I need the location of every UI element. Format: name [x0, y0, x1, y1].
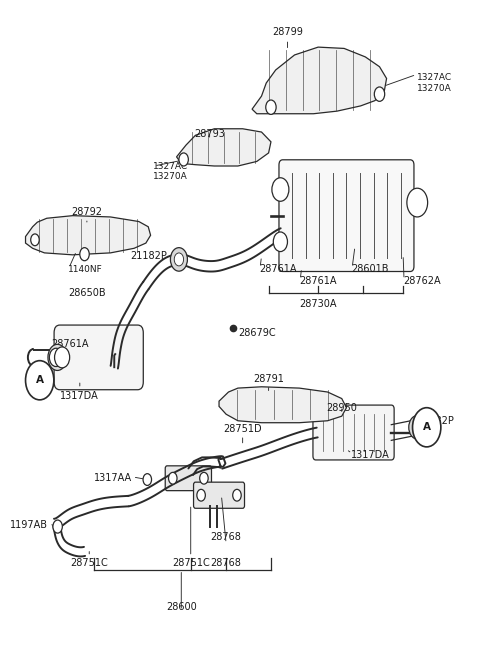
Polygon shape [252, 47, 386, 113]
Polygon shape [25, 216, 151, 255]
Circle shape [266, 100, 276, 114]
Circle shape [25, 361, 54, 400]
Circle shape [48, 344, 67, 371]
Circle shape [80, 248, 89, 260]
Text: A: A [36, 375, 44, 385]
Text: 28751C: 28751C [172, 558, 210, 568]
Text: 1327AC
13270A: 1327AC 13270A [417, 73, 452, 92]
Text: 28730A: 28730A [300, 298, 337, 308]
Circle shape [170, 248, 187, 271]
Text: 28791: 28791 [253, 373, 284, 384]
FancyBboxPatch shape [193, 482, 244, 508]
Circle shape [233, 489, 241, 501]
Polygon shape [219, 387, 347, 422]
Circle shape [168, 472, 177, 484]
Circle shape [412, 407, 441, 447]
FancyBboxPatch shape [165, 466, 212, 491]
Circle shape [409, 415, 426, 439]
Text: 28799: 28799 [272, 28, 303, 37]
Text: 28601B: 28601B [351, 264, 389, 274]
Circle shape [31, 234, 39, 246]
Circle shape [407, 188, 428, 217]
Text: 21182P: 21182P [130, 251, 167, 261]
Text: 28792: 28792 [72, 207, 102, 217]
Text: 1317DA: 1317DA [60, 392, 99, 401]
Text: 28761A: 28761A [51, 339, 89, 349]
Circle shape [179, 153, 188, 166]
Text: 28761A: 28761A [259, 264, 297, 274]
Text: 28679C: 28679C [238, 328, 276, 338]
Text: 28751C: 28751C [71, 558, 108, 568]
Text: 28793: 28793 [194, 129, 225, 138]
Text: 28761A: 28761A [299, 276, 337, 286]
Text: 28768: 28768 [211, 532, 241, 543]
Polygon shape [177, 129, 271, 166]
Text: 1140NF: 1140NF [68, 265, 103, 274]
Circle shape [413, 420, 422, 434]
Text: 28600: 28600 [166, 602, 197, 612]
FancyBboxPatch shape [279, 160, 414, 272]
FancyBboxPatch shape [54, 325, 144, 390]
Circle shape [49, 348, 62, 367]
Text: 1327AC
13270A: 1327AC 13270A [153, 161, 188, 181]
Circle shape [55, 347, 70, 368]
Text: 28650B: 28650B [68, 287, 106, 298]
Circle shape [53, 520, 62, 533]
Text: 28950: 28950 [326, 403, 357, 413]
Text: 28762A: 28762A [403, 276, 441, 286]
Text: 1317DA: 1317DA [351, 451, 390, 461]
Circle shape [272, 178, 289, 201]
Circle shape [200, 472, 208, 484]
Circle shape [143, 474, 152, 485]
Text: A: A [423, 422, 431, 432]
Text: 1317AA: 1317AA [94, 473, 132, 483]
Text: 1197AB: 1197AB [10, 520, 48, 530]
FancyBboxPatch shape [313, 405, 394, 460]
Text: 21182P: 21182P [417, 416, 454, 426]
Text: 28768: 28768 [211, 558, 241, 568]
Text: 28751D: 28751D [223, 424, 262, 434]
Circle shape [273, 232, 288, 251]
Circle shape [374, 87, 384, 101]
Circle shape [174, 253, 183, 266]
Circle shape [197, 489, 205, 501]
